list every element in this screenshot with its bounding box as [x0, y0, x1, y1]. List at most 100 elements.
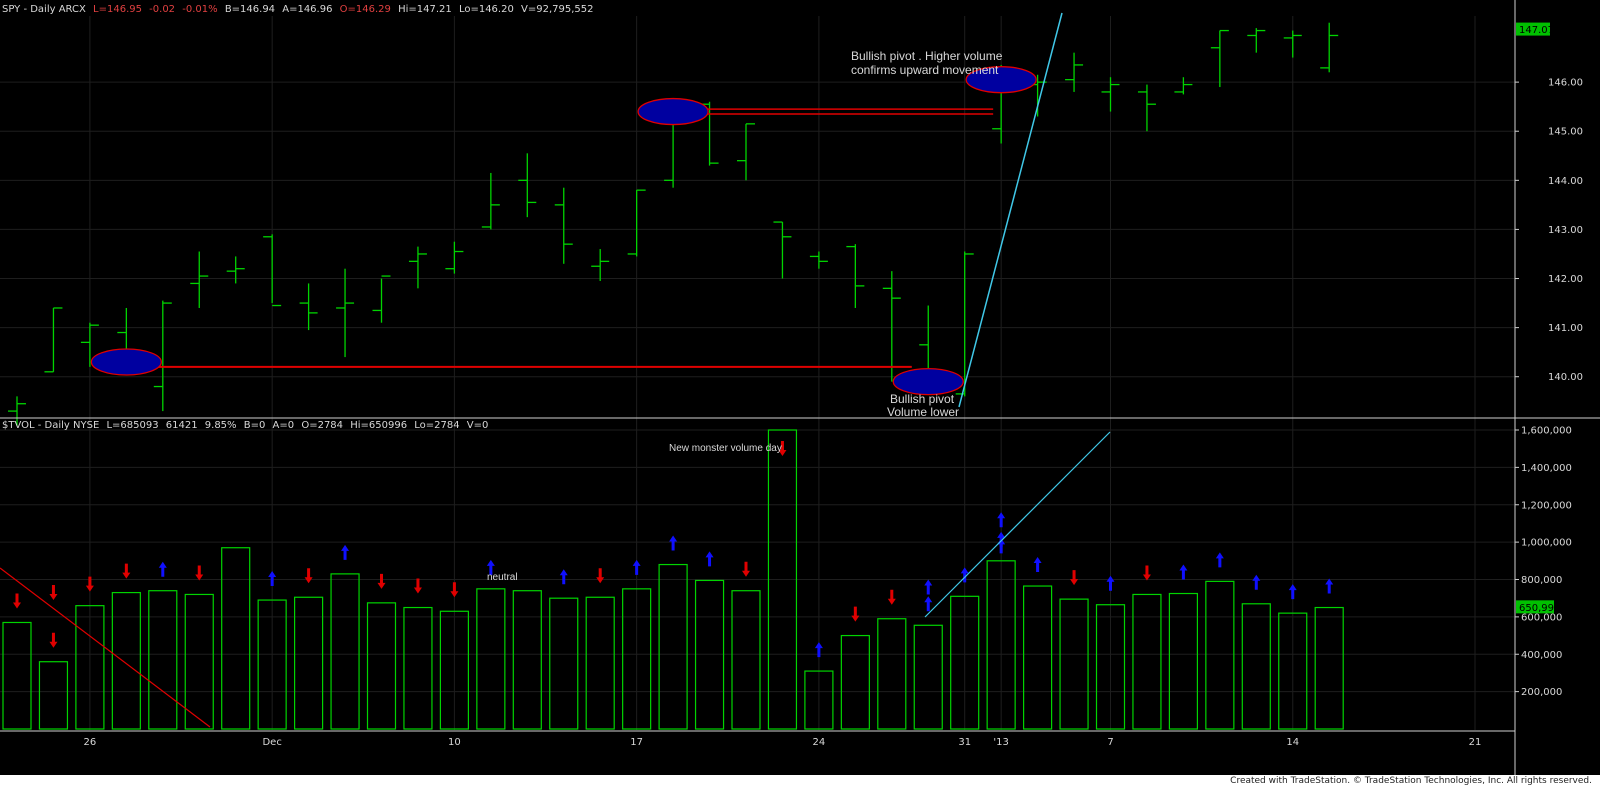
volume-bar	[840, 634, 870, 730]
x-tick-label: 17	[630, 737, 643, 748]
volume-bar	[75, 605, 105, 730]
volume-bar	[1022, 585, 1053, 730]
price-change: -0.02	[149, 4, 175, 15]
volume-arrow	[1288, 584, 1297, 600]
volume-bar	[366, 602, 397, 730]
price-low: Lo=146.20	[459, 4, 514, 15]
volume-arrow	[1033, 557, 1042, 573]
arrow-down-icon	[49, 632, 58, 648]
price-y-tick-label: 144.00	[1548, 176, 1583, 187]
arrow-down-icon	[122, 563, 131, 579]
price-y-tick-label: 140.00	[1548, 372, 1583, 383]
price-y-tick-label: 145.00	[1548, 127, 1583, 138]
volume-arrow	[851, 606, 860, 622]
ohlc-bar	[263, 234, 282, 307]
arrow-up-icon	[705, 551, 714, 567]
price-y-tick-label: 141.00	[1548, 323, 1583, 334]
price-change-pct: -0.01%	[182, 4, 217, 15]
arrow-up-icon	[1252, 574, 1261, 590]
volume-bar	[1059, 598, 1089, 730]
volume-arrow	[596, 568, 605, 584]
arrow-up-icon	[486, 559, 495, 575]
price-y-tick-label: 143.00	[1548, 225, 1583, 236]
price-header: SPY - Daily ARCX L=146.95 -0.02 -0.01% B…	[2, 4, 594, 15]
ohlc-bar	[445, 241, 464, 274]
volume-y-tick-label: 400,000	[1521, 650, 1562, 661]
volume-bar	[38, 661, 69, 730]
arrow-down-icon	[13, 593, 21, 609]
annotation-monster-volume: New monster volume day	[669, 443, 782, 454]
volume-bar	[950, 595, 980, 730]
arrow-up-icon	[559, 569, 568, 585]
volume-bar	[257, 599, 287, 730]
ohlc-bar	[190, 251, 209, 308]
volume-bar	[622, 588, 652, 730]
volume-ask: A=0	[273, 420, 295, 431]
volume-arrow	[450, 582, 459, 598]
volume-symbol: $TVOL - Daily NYSE	[2, 420, 99, 431]
pivot-ellipse	[90, 348, 162, 376]
volume-arrow	[669, 535, 678, 551]
ohlc-bar	[882, 271, 901, 382]
volume-arrow	[1179, 564, 1188, 580]
price-bid: B=146.94	[225, 4, 275, 15]
volume-last: L=685093	[106, 420, 158, 431]
ohlc-bar	[591, 249, 610, 281]
arrow-up-icon	[924, 596, 933, 612]
arrow-down-icon	[304, 568, 313, 584]
arrow-down-icon	[450, 582, 459, 598]
ohlc-bar	[372, 275, 391, 323]
x-tick-label: 31	[958, 737, 971, 748]
volume-arrow	[632, 559, 641, 575]
arrow-up-icon	[960, 567, 969, 583]
ohlc-bar	[481, 172, 500, 230]
volume-bar	[1132, 593, 1162, 730]
price-y-tick-label: 146.00	[1548, 78, 1583, 89]
x-tick-label: 10	[448, 737, 461, 748]
volume-arrow	[1252, 574, 1261, 590]
arrow-up-icon	[1106, 575, 1115, 591]
volume-bar	[111, 591, 141, 730]
volume-v: V=0	[467, 420, 489, 431]
x-tick-label: 14	[1286, 737, 1299, 748]
volume-arrow	[814, 642, 823, 658]
volume-change: 61421	[166, 420, 198, 431]
price-symbol: SPY - Daily ARCX	[2, 4, 86, 15]
volume-change-pct: 9.85%	[205, 420, 237, 431]
volume-bar	[694, 579, 725, 730]
volume-bar	[330, 573, 360, 730]
last-volume-label: 650,996	[1519, 603, 1560, 614]
x-tick-label: 26	[84, 737, 97, 748]
volume-arrow	[486, 559, 495, 575]
ohlc-bar	[1065, 52, 1084, 92]
last-volume-box	[1516, 600, 1554, 614]
volume-arrow-extra	[49, 585, 58, 601]
volume-bar	[439, 610, 469, 730]
pivot-ellipse	[637, 97, 709, 126]
volume-bid: B=0	[244, 420, 266, 431]
volume-arrow	[742, 561, 750, 577]
volume-arrow	[13, 593, 21, 609]
arrow-down-icon	[742, 561, 750, 577]
volume-bar	[731, 590, 761, 730]
ohlc-bar	[1283, 30, 1302, 58]
arrow-down-icon	[1142, 565, 1151, 581]
ohlc-bar	[955, 251, 974, 397]
volume-arrow	[85, 576, 94, 592]
arrow-down-icon	[85, 576, 94, 592]
volume-bar	[512, 590, 542, 730]
ohlc-bar	[809, 251, 828, 269]
annotation-pivot-bottom-line1: Bullish pivot	[890, 392, 955, 406]
volume-arrow	[341, 544, 350, 560]
arrow-up-icon	[1325, 578, 1334, 594]
price-volume: V=92,795,552	[521, 4, 593, 15]
annotations	[0, 12, 1334, 728]
volume-bar	[148, 590, 178, 730]
ohlc-bar	[1247, 28, 1266, 53]
volume-open: O=2784	[301, 420, 343, 431]
price-last: L=146.95	[93, 4, 142, 15]
volume-y-tick-label: 1,400,000	[1521, 463, 1572, 474]
volume-high: Hi=650996	[350, 420, 407, 431]
